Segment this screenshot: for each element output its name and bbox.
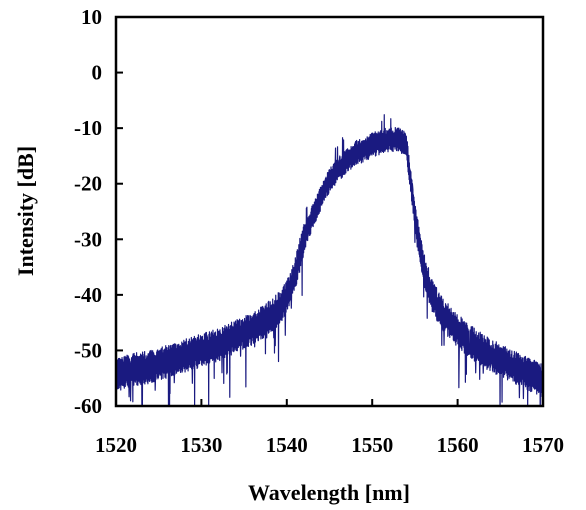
x-tick-label: 1550 (351, 433, 393, 457)
spectrum-line (116, 114, 543, 406)
y-tick-label: -10 (74, 116, 102, 140)
x-axis-title: Wavelength [nm] (248, 480, 410, 505)
x-tick-label: 1570 (522, 433, 564, 457)
plot-frame (114, 15, 545, 408)
y-tick-label: 0 (92, 61, 103, 85)
y-tick-label: 10 (81, 5, 102, 29)
y-tick-label: -20 (74, 172, 102, 196)
x-tick-label: 1540 (266, 433, 308, 457)
y-tick-label: -50 (74, 338, 102, 362)
x-tick-label: 1530 (180, 433, 222, 457)
y-axis-title: Intensity [dB] (13, 146, 38, 276)
x-tick-labels: 1520 1530 1540 1550 1560 1570 (95, 433, 564, 457)
y-tick-label: -30 (74, 227, 102, 251)
y-tick-label: -60 (74, 394, 102, 418)
y-tick-label: -40 (74, 283, 102, 307)
x-tick-label: 1560 (437, 433, 479, 457)
y-tick-labels: 10 0 -10 -20 -30 -40 -50 -60 (74, 5, 102, 418)
x-tick-label: 1520 (95, 433, 137, 457)
